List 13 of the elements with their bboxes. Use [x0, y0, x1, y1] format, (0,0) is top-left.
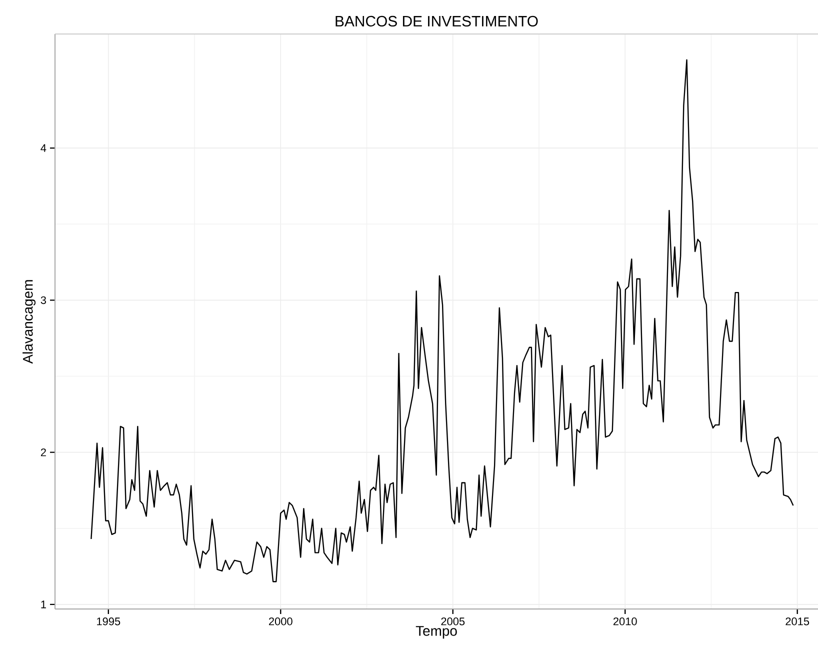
- x-axis-title: Tempo: [416, 626, 457, 639]
- y-tick-label: 3: [40, 296, 46, 304]
- x-tick-label: 2010: [613, 618, 637, 626]
- x-tick-label: 2000: [268, 618, 292, 626]
- y-tick-label: 1: [41, 600, 46, 608]
- x-tick-label: 2005: [441, 618, 465, 626]
- x-tick-label: 2015: [786, 618, 810, 626]
- line-series: [90, 59, 794, 582]
- y-tick-label: 4: [40, 144, 46, 152]
- y-tick-label: 2: [40, 448, 46, 456]
- y-axis-title: Alavancagem: [22, 280, 36, 364]
- chart-title: BANCOS DE INVESTIMENTO: [336, 16, 538, 26]
- x-tick-label: 1995: [97, 618, 120, 626]
